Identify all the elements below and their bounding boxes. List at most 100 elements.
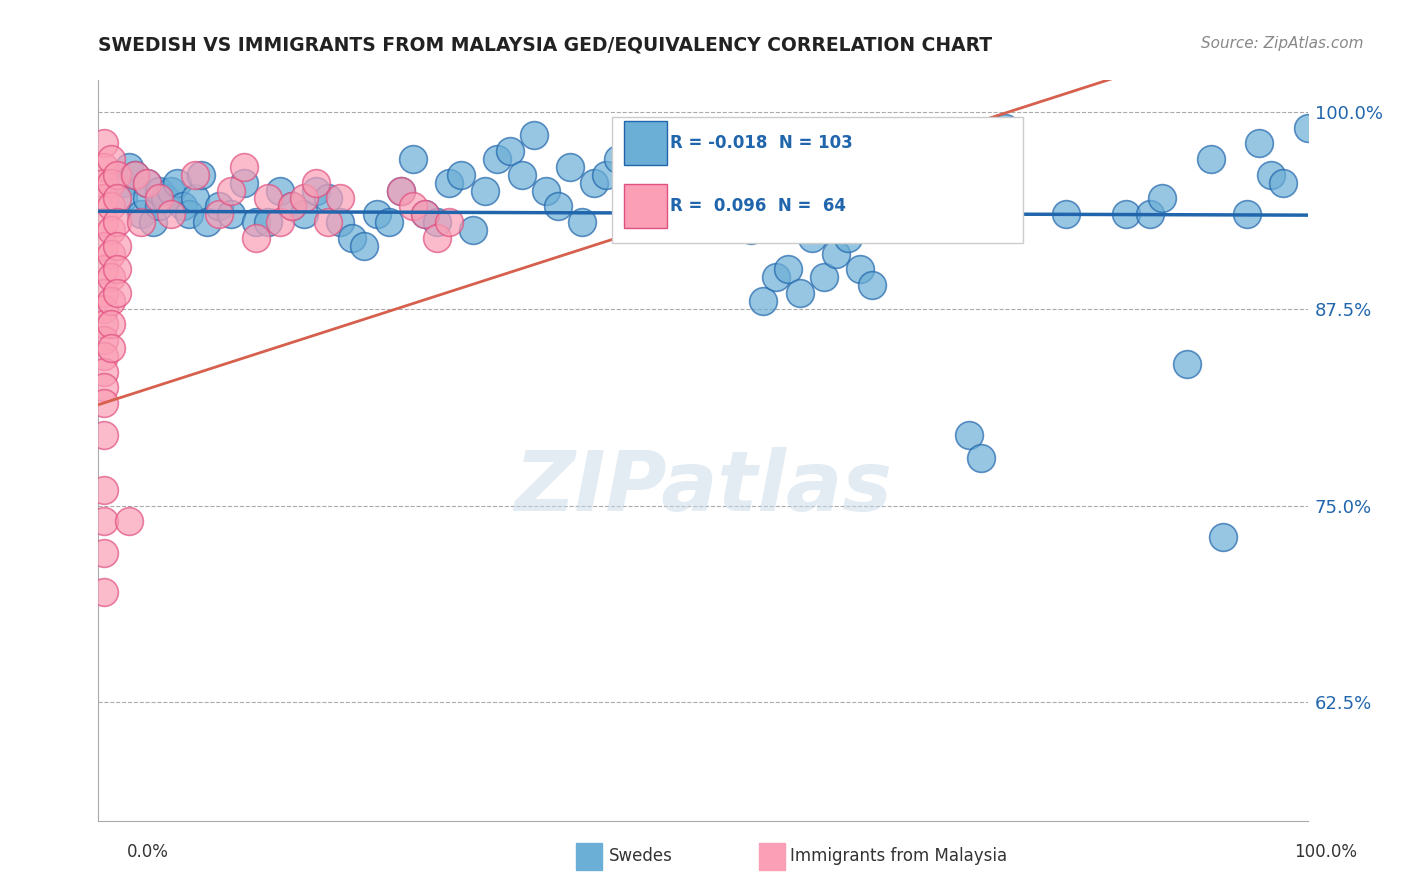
Point [800,231,823,245]
Point [93,136,115,151]
Point [118,160,141,174]
Point [105,215,128,229]
Point [93,365,115,379]
Point [752,293,775,308]
Text: Source: ZipAtlas.com: Source: ZipAtlas.com [1201,36,1364,51]
Point [100,199,122,213]
Point [426,231,449,245]
Point [105,285,128,300]
Point [366,207,388,221]
Point [148,184,170,198]
Point [232,160,254,174]
Point [389,184,412,198]
Point [342,231,364,245]
Point [148,199,170,213]
Point [450,168,472,182]
Point [256,191,278,205]
Point [402,152,425,166]
Point [93,396,115,410]
Point [437,215,460,229]
Bar [576,843,602,870]
FancyBboxPatch shape [624,121,666,165]
Point [498,144,520,158]
Point [142,215,165,229]
Point [93,546,115,560]
Point [100,246,122,260]
Point [160,207,183,221]
Point [93,262,115,277]
Point [1296,120,1319,135]
Point [655,191,678,205]
Point [93,380,115,394]
Point [93,191,115,205]
Point [93,215,115,229]
Point [129,207,152,221]
Point [245,231,267,245]
Text: R =  0.096  N =  64: R = 0.096 N = 64 [671,197,846,215]
Point [316,215,339,229]
Point [93,333,115,347]
Point [148,191,170,205]
Text: 0.0%: 0.0% [127,843,169,861]
Point [195,215,218,229]
Point [668,152,690,166]
Point [190,168,212,182]
Point [571,215,593,229]
Point [329,215,352,229]
Text: ZIPatlas: ZIPatlas [515,447,891,528]
Point [765,270,787,285]
Point [934,215,956,229]
Point [221,207,243,221]
Point [426,215,449,229]
Point [377,215,399,229]
Point [886,191,908,205]
Point [1260,168,1282,182]
Point [93,483,115,497]
Point [994,120,1017,135]
Point [179,207,201,221]
Point [523,128,546,143]
Point [105,191,128,205]
Point [124,168,146,182]
Bar [759,843,785,870]
Point [160,184,183,198]
Text: Immigrants from Malaysia: Immigrants from Malaysia [790,847,1007,865]
Point [281,199,304,213]
Point [437,176,460,190]
Point [184,191,207,205]
Point [389,184,412,198]
Point [607,152,630,166]
Point [135,176,157,190]
Point [305,176,328,190]
Point [534,184,557,198]
Point [111,176,134,190]
Point [232,176,254,190]
Point [111,191,134,205]
Point [873,207,896,221]
Text: R = -0.018  N = 103: R = -0.018 N = 103 [671,134,853,153]
Point [256,215,278,229]
Point [93,301,115,316]
Point [172,199,194,213]
Point [1175,357,1198,371]
Point [93,160,115,174]
Point [245,215,267,229]
Point [118,514,141,528]
Point [789,285,811,300]
Point [135,191,157,205]
Point [124,168,146,182]
Point [910,215,932,229]
FancyBboxPatch shape [624,184,666,228]
Point [547,199,569,213]
Text: SWEDISH VS IMMIGRANTS FROM MALAYSIA GED/EQUIVALENCY CORRELATION CHART: SWEDISH VS IMMIGRANTS FROM MALAYSIA GED/… [98,36,993,54]
Point [93,585,115,599]
Point [208,207,231,221]
Point [1272,176,1295,190]
Point [353,238,375,252]
Point [837,231,859,245]
Point [105,168,128,182]
Point [93,285,115,300]
Point [474,184,496,198]
Point [305,184,328,198]
Point [221,184,243,198]
